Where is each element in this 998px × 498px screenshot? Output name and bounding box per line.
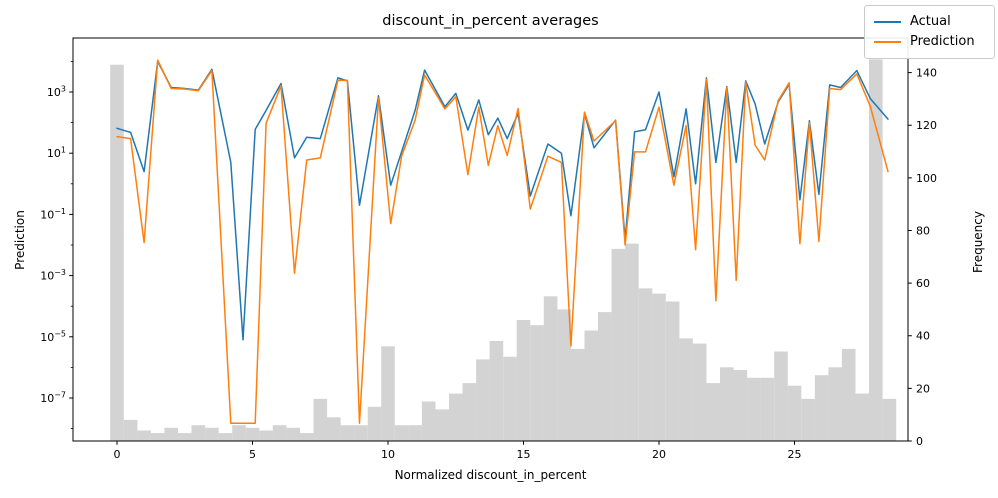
series-line-prediction (116, 59, 889, 424)
y-axis-label-right: Frequency (971, 211, 985, 273)
histogram-bar (476, 359, 490, 441)
svg-text:20: 20 (652, 448, 666, 461)
x-axis-label: Normalized discount_in_percent (394, 468, 587, 482)
axes-frame (72, 37, 909, 442)
histogram-bar (178, 433, 192, 441)
histogram-bar (720, 367, 734, 441)
histogram-bar (543, 296, 558, 441)
series-line-actual (116, 60, 889, 341)
histogram-bar (489, 341, 504, 441)
histogram-bar (692, 343, 707, 441)
histogram-bar (286, 427, 300, 441)
histogram-bar (205, 427, 219, 441)
y-axis-label-left: Prediction (13, 210, 27, 270)
svg-text:10−5: 10−5 (40, 329, 66, 344)
y-axis-right-ticks: 0 20 40 60 80 100 120 140 (908, 67, 937, 448)
legend-entry-prediction: Prediction (874, 32, 986, 52)
svg-text:15: 15 (517, 448, 531, 461)
chart-title: discount_in_percent averages (382, 13, 599, 29)
svg-text:100: 100 (916, 172, 937, 185)
legend: Actual Prediction (864, 5, 995, 59)
histogram-bar (855, 393, 870, 441)
histogram-bar (150, 433, 165, 441)
histogram-bar (760, 377, 775, 441)
svg-text:10−7: 10−7 (40, 391, 66, 406)
histogram-bar (449, 393, 463, 441)
histogram-bar (462, 383, 477, 441)
svg-text:40: 40 (916, 330, 930, 343)
histogram-bar (245, 427, 260, 441)
histogram-bar (774, 351, 788, 441)
svg-text:80: 80 (916, 224, 930, 237)
svg-text:140: 140 (916, 67, 937, 80)
histogram-bar (110, 64, 124, 441)
histogram-bar (530, 325, 544, 441)
histogram-bar (259, 430, 273, 441)
histogram-bar (679, 338, 693, 441)
histogram-bar (232, 425, 246, 441)
histogram-bar (191, 425, 206, 441)
svg-text:10−1: 10−1 (40, 207, 66, 222)
legend-entry-actual: Actual (874, 12, 986, 32)
svg-text:25: 25 (788, 448, 802, 461)
histogram-bar (421, 401, 436, 441)
histogram-bar (665, 301, 680, 441)
histogram-bar (638, 288, 653, 441)
legend-line-swatch-actual (874, 20, 901, 24)
histogram-bar (299, 433, 314, 441)
histogram-bar (435, 409, 449, 441)
svg-text:5: 5 (249, 448, 256, 461)
svg-text:10−3: 10−3 (40, 268, 66, 283)
histogram-bar (801, 398, 815, 441)
histogram-bar (841, 348, 856, 441)
histogram-bar (584, 330, 599, 441)
line-series (116, 59, 889, 424)
histogram-bar (381, 346, 395, 441)
histogram-bar (313, 398, 328, 441)
histogram-bar (394, 425, 409, 441)
svg-text:103: 103 (47, 85, 66, 100)
histogram-bar (598, 312, 612, 441)
svg-text:10: 10 (381, 448, 395, 461)
histogram-bar (408, 425, 422, 441)
histogram-bar (516, 320, 531, 441)
histogram-bar (367, 406, 382, 441)
histogram-bar (652, 293, 666, 441)
svg-text:0: 0 (916, 435, 923, 448)
histogram-bar (164, 427, 178, 441)
histogram-bar (882, 398, 897, 441)
histogram-bar (814, 375, 829, 441)
histogram-bar (747, 377, 761, 441)
histogram-bar (570, 348, 585, 441)
histogram-bar (503, 356, 517, 441)
histogram-bar (327, 417, 341, 441)
histogram-bar (123, 419, 138, 441)
svg-text:60: 60 (916, 277, 930, 290)
histogram-bar (733, 370, 748, 441)
legend-line-swatch-prediction (874, 40, 901, 44)
histogram-bars (110, 59, 897, 442)
histogram-bar (218, 433, 233, 441)
svg-text:101: 101 (47, 146, 66, 161)
histogram-bar (137, 430, 151, 441)
histogram-bar (340, 425, 355, 441)
y-axis-left-ticks: 103 101 10−1 10−3 10−5 10−7 (40, 61, 73, 430)
x-axis-ticks: 0 5 10 15 20 25 (114, 441, 802, 461)
legend-label-prediction: Prediction (910, 34, 975, 49)
svg-text:20: 20 (916, 382, 930, 395)
histogram-bar (354, 425, 368, 441)
histogram-bar (869, 59, 883, 442)
histogram-bar (828, 367, 842, 441)
histogram-bar (272, 425, 287, 441)
histogram-bar (611, 248, 626, 441)
histogram-bar (557, 309, 571, 441)
histogram-bar (706, 383, 720, 441)
svg-text:0: 0 (114, 448, 121, 461)
histogram-bar (787, 385, 802, 441)
histogram-bar (625, 243, 639, 441)
svg-text:120: 120 (916, 119, 937, 132)
legend-label-actual: Actual (910, 14, 951, 29)
